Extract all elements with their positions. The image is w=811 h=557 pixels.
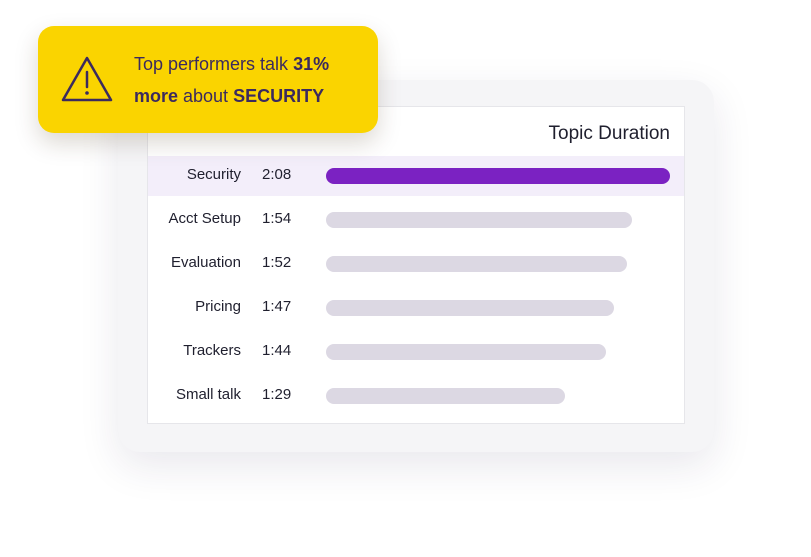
topic-row: Security 2:08 — [148, 156, 684, 196]
topic-duration: 1:47 — [262, 298, 292, 315]
topic-row: Acct Setup 1:54 — [148, 200, 684, 240]
duration-bar — [326, 168, 670, 184]
callout-text: Top performers talk 31% more about SECURI… — [134, 48, 370, 112]
topic-label: Trackers — [183, 342, 241, 359]
duration-bar — [326, 256, 627, 272]
topic-duration: 1:52 — [262, 254, 292, 271]
callout-text-1: Top performers talk — [134, 54, 294, 74]
topic-row: Small talk 1:29 — [148, 376, 684, 416]
topic-row: Trackers 1:44 — [148, 332, 684, 372]
topic-label: Small talk — [175, 386, 241, 403]
warning-triangle-icon — [60, 54, 114, 104]
topic-label: Acct Setup — [168, 210, 241, 227]
topic-row: Pricing 1:47 — [148, 288, 684, 328]
topic-label: Evaluation — [170, 254, 241, 271]
callout-text-3: about — [178, 86, 234, 106]
callout-stat: 31% — [293, 54, 330, 74]
topic-duration: 2:08 — [262, 166, 292, 183]
topic-row: Evaluation 1:52 — [148, 244, 684, 284]
topic-duration-panel: Topic Duration Security 2:08 Acct Setup 1:5… — [147, 106, 685, 424]
topic-duration: 1:44 — [262, 342, 292, 359]
panel-title: Topic Duration — [548, 123, 670, 144]
topic-label: Security — [186, 166, 241, 183]
duration-bar — [326, 300, 614, 316]
topic-duration: 1:54 — [262, 210, 292, 227]
duration-bar — [326, 344, 606, 360]
callout-topic: SECURITY — [233, 86, 325, 106]
duration-bar — [326, 212, 632, 228]
topic-duration: 1:29 — [262, 386, 292, 403]
insight-callout: Top performers talk 31% more about SECURI… — [38, 26, 378, 133]
topic-label: Pricing — [195, 298, 241, 315]
callout-more: more — [134, 86, 179, 106]
duration-bar — [326, 388, 565, 404]
